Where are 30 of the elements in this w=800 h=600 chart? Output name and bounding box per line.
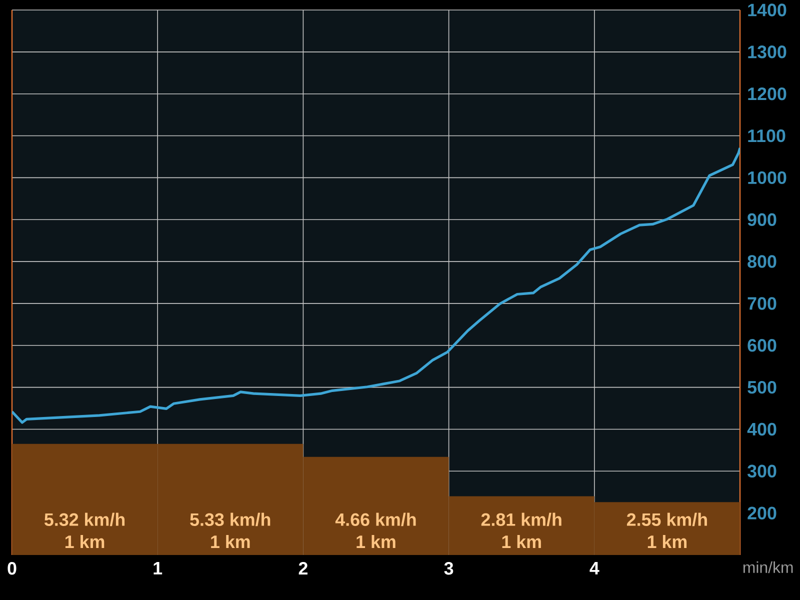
y-tick-label: 200 (748, 506, 776, 520)
annotation: 1 km (65, 534, 104, 548)
y-tick-label: 400 (747, 422, 776, 436)
x-tick-label: 1 (154, 562, 162, 574)
annotation: 2.81 km/h (481, 512, 562, 526)
annotation: 2.55 km/h (626, 512, 707, 526)
x-tick-label: 0 (8, 562, 16, 575)
annotation: 1 km (502, 534, 541, 548)
y-tick-label: 600 (748, 339, 776, 352)
y-tick-label: 800 (748, 255, 776, 268)
annotation: 1 km (211, 534, 250, 548)
y-tick-label: 1100 (748, 129, 786, 142)
annotation: 1 km (648, 534, 687, 548)
annotation: 1 km (356, 534, 396, 548)
y-tick-label: 700 (748, 297, 776, 310)
x-tick-label: 3 (444, 562, 454, 575)
y-tick-label: 1000 (748, 171, 786, 184)
x-tick-label: 2 (298, 562, 308, 575)
x-axis-title: min/km (743, 561, 793, 574)
x-tick-label: 4 (590, 562, 600, 574)
y-tick-label: 1400 (748, 4, 786, 16)
annotation: 5.33 km/h (190, 512, 270, 526)
y-tick-label: 1300 (748, 46, 786, 58)
annotation: 5.32 km/h (44, 512, 125, 526)
y-tick-label: 300 (747, 464, 776, 478)
line-series (12, 146, 740, 424)
y-tick-label: 500 (748, 380, 776, 394)
annotation: 4.66 km/h (335, 512, 416, 526)
y-tick-label: 900 (748, 213, 776, 226)
y-tick-label: 1200 (748, 87, 786, 100)
